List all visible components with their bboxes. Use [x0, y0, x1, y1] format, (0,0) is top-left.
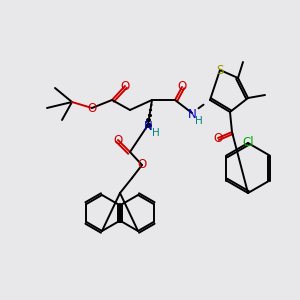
- Text: O: O: [113, 134, 123, 146]
- Text: O: O: [137, 158, 147, 172]
- Text: H: H: [195, 116, 203, 126]
- Text: O: O: [120, 80, 130, 92]
- Text: Cl: Cl: [242, 136, 254, 149]
- Text: H: H: [152, 128, 160, 138]
- Text: N: N: [188, 107, 196, 121]
- Text: N: N: [144, 121, 152, 134]
- Text: S: S: [216, 64, 224, 76]
- Text: O: O: [177, 80, 187, 94]
- Text: O: O: [87, 101, 97, 115]
- Text: O: O: [213, 131, 223, 145]
